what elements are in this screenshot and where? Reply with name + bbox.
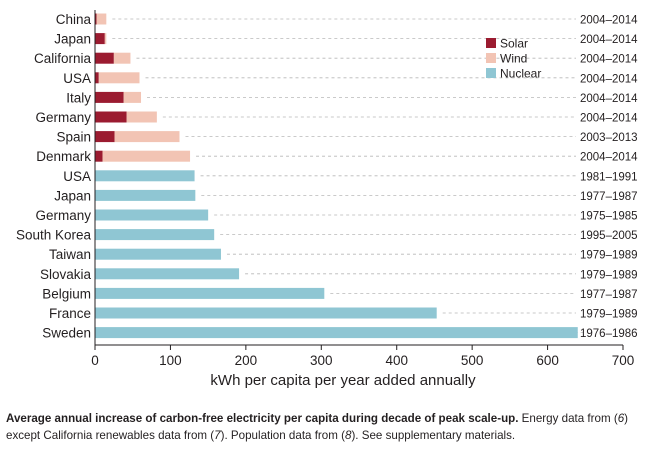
period-label-japan-2004: 2004–2014 (580, 34, 638, 46)
x-tick-label-600: 600 (536, 353, 559, 368)
bar-wind-california-2004 (113, 52, 131, 64)
bar-nuclear-france-1979 (95, 307, 437, 319)
category-label-usa-1981: USA (63, 169, 91, 184)
bar-solar-germany-2004 (95, 111, 127, 123)
x-tick-label-500: 500 (461, 353, 484, 368)
period-label-sweden-1976: 1976–1986 (580, 328, 638, 340)
category-label-south-korea-1995: South Korea (16, 228, 92, 243)
bar-solar-china-2004 (95, 13, 97, 25)
x-tick-label-0: 0 (91, 353, 99, 368)
period-label-china-2004: 2004–2014 (580, 15, 638, 27)
bar-nuclear-germany-1975 (95, 209, 209, 221)
bar-wind-italy-2004 (123, 91, 142, 103)
category-label-usa-2004: USA (63, 71, 91, 86)
period-guide-lines (112, 18, 584, 334)
x-tick-label-100: 100 (159, 353, 182, 368)
category-label-japan-1977: Japan (54, 188, 91, 203)
bar-wind-germany-2004 (126, 111, 157, 123)
category-label-germany-1975: Germany (35, 208, 91, 223)
period-label-germany-1975: 1975–1985 (580, 211, 638, 223)
legend-label-nuclear: Nuclear (500, 67, 541, 81)
x-tick-label-200: 200 (235, 353, 258, 368)
bar-wind-usa-2004 (98, 72, 140, 84)
period-label-italy-2004: 2004–2014 (580, 93, 638, 105)
bar-solar-usa-2004 (95, 72, 99, 84)
category-label-slovakia-1979: Slovakia (40, 267, 92, 282)
bar-wind-japan-2004 (104, 33, 107, 45)
bar-nuclear-sweden-1976 (95, 327, 578, 339)
caption-text-2: ) except California renewables data from… (6, 412, 629, 442)
caption-ref-8: 8 (344, 429, 352, 442)
category-label-germany-2004: Germany (35, 110, 91, 125)
bar-wind-china-2004 (96, 13, 107, 25)
period-label-spain-2003: 2003–2013 (580, 132, 638, 144)
legend-swatch-wind (486, 53, 496, 63)
legend-swatch-solar (486, 38, 496, 48)
x-axis-ticks: 0 100 200 300 400 500 600 700 (91, 345, 634, 368)
x-tick-label-300: 300 (310, 353, 333, 368)
bar-wind-spain-2003 (114, 131, 180, 143)
period-label-denmark-2004: 2004–2014 (580, 152, 638, 164)
bar-solar-italy-2004 (95, 91, 124, 103)
period-label-slovakia-1979: 1979–1989 (580, 269, 638, 281)
caption-ref-6: 6 (617, 412, 625, 425)
bar-solar-japan-2004 (95, 33, 105, 45)
legend-label-wind: Wind (500, 52, 527, 66)
bar-wind-denmark-2004 (102, 150, 191, 162)
category-label-sweden-1976: Sweden (42, 326, 91, 341)
period-labels: 2004–2014 2004–2014 2004–2014 2004–2014 2004… (580, 15, 638, 341)
caption-text-3: ). Population data from ( (220, 429, 345, 442)
period-label-usa-1981: 1981–1991 (580, 171, 638, 183)
category-label-denmark-2004: Denmark (36, 149, 91, 164)
period-label-usa-2004: 2004–2014 (580, 73, 638, 85)
period-label-belgium-1977: 1977–1987 (580, 289, 638, 301)
caption-ref-7: 7 (214, 429, 221, 442)
period-label-france-1979: 1979–1989 (580, 309, 638, 321)
period-label-germany-2004: 2004–2014 (580, 113, 638, 125)
x-tick-label-700: 700 (612, 353, 635, 368)
category-label-spain-2003: Spain (56, 130, 91, 145)
bar-nuclear-belgium-1977 (95, 287, 325, 299)
period-label-south-korea-1995: 1995–2005 (580, 230, 638, 242)
category-label-italy-2004: Italy (66, 90, 91, 105)
legend-label-solar: Solar (500, 37, 528, 51)
category-label-taiwan-1979: Taiwan (49, 247, 91, 262)
bar-nuclear-taiwan-1979 (95, 248, 221, 260)
bar-solar-california-2004 (95, 52, 114, 64)
period-label-japan-1977: 1977–1987 (580, 191, 638, 203)
bar-nuclear-japan-1977 (95, 189, 196, 201)
caption-text-4: ). See supplementary materials. (351, 429, 516, 442)
bar-solar-spain-2003 (95, 131, 115, 143)
renewables-nuclear-bar-chart: China Japan California USA Italy Germany Spain… (16, 10, 638, 389)
bar-solar-denmark-2004 (95, 150, 103, 162)
bar-nuclear-south-korea-1995 (95, 229, 215, 241)
category-label-france-1979: France (49, 306, 91, 321)
category-label-belgium-1977: Belgium (42, 286, 91, 301)
caption-title: Average annual increase of carbon-free e… (6, 412, 519, 425)
category-label-china-2004: China (56, 12, 92, 27)
x-tick-label-400: 400 (385, 353, 408, 368)
bar-nuclear-usa-1981 (95, 170, 195, 182)
legend-swatch-nuclear (486, 68, 496, 78)
period-label-california-2004: 2004–2014 (580, 54, 638, 66)
x-axis-title: kWh per capita per year added annually (210, 372, 476, 389)
bar-series (95, 13, 578, 339)
caption-text-1: Energy data from ( (518, 412, 618, 425)
figure-caption: Average annual increase of carbon-free e… (6, 410, 661, 444)
period-label-taiwan-1979: 1979–1989 (580, 250, 638, 262)
category-label-california-2004: California (34, 51, 92, 66)
bar-nuclear-slovakia-1979 (95, 268, 240, 280)
category-label-japan-2004: Japan (54, 32, 91, 47)
category-labels: China Japan California USA Italy Germany Spain… (16, 12, 92, 341)
